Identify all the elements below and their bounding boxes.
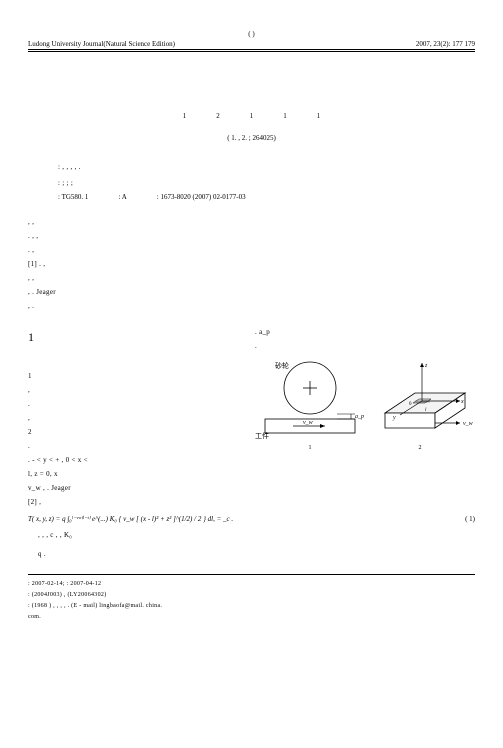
equation-number: ( 1) (465, 515, 475, 523)
svg-text:x: x (460, 399, 464, 405)
right-col-text: . a_p . (255, 325, 475, 353)
svg-text:y: y (392, 415, 396, 421)
journal-right: 2007, 23(2): 177 179 (416, 40, 475, 48)
equation-body: T( x, y, z) = q ∫₀ˡ⁻ᵛʷ⁽ˡ⁻ᵗ⁾ e^(...) K₀ {… (28, 515, 233, 523)
figure-1: a_p v_w 砂轮 工件 (255, 353, 365, 443)
figure-2: z x y 0 v_w l (375, 353, 475, 443)
equation-1: T( x, y, z) = q ∫₀ˡ⁻ᵛʷ⁽ˡ⁻ᵗ⁾ e^(...) K₀ {… (28, 515, 475, 523)
abstract: : , , , , . (58, 162, 445, 173)
fig-1-caption: 1 (309, 445, 312, 451)
footnote-received: : 2007-02-14; : 2007-04-12 (28, 579, 475, 590)
footnotes: : 2007-02-14; : 2007-04-12 : (2004J003) … (28, 579, 475, 622)
figure-captions: 1 2 (255, 445, 475, 451)
footnote-author: : (1968 ) , , , , . (E - mail) lingbaofa… (28, 601, 475, 612)
affiliation: ( 1. , 2. ; 264025) (28, 134, 475, 142)
svg-text:z: z (424, 363, 428, 369)
article-number: : 1673-8020 (2007) 02-0177-03 (157, 193, 246, 201)
q-line: q . (38, 548, 475, 561)
figures: a_p v_w 砂轮 工件 (255, 353, 475, 443)
left-col-text: 1 , . , 2 . . - < y < + , 0 < x < l, z =… (28, 369, 241, 509)
doc-code: : A (118, 193, 126, 201)
svg-text:v_w: v_w (463, 421, 473, 427)
svg-text:a_p: a_p (355, 414, 364, 420)
classification-row: : TG580. 1 : A : 1673-8020 (2007) 02-017… (58, 193, 475, 201)
footnote-com: com. (28, 612, 475, 623)
section-1-heading: 1 (28, 325, 241, 349)
author-superscripts: 1 2 1 1 1 (28, 112, 475, 120)
class-label: : TG580. 1 (58, 193, 88, 201)
equation-description: , , , c , , K₀ (38, 529, 475, 542)
header-paren: ( ) (28, 30, 475, 38)
fig-2-caption: 2 (419, 445, 422, 451)
footnote-fund: : (2004J003) , (LY20064302) (28, 590, 475, 601)
journal-left: Ludong University Journal(Natural Scienc… (28, 40, 175, 48)
keywords: : ; ; ; (58, 179, 445, 187)
svg-text:v_w: v_w (303, 420, 313, 426)
svg-text:砂轮: 砂轮 (275, 361, 289, 370)
svg-text:工件: 工件 (255, 431, 269, 440)
intro-paragraph: , , . , , . , [1] . (28, 215, 475, 313)
journal-header: Ludong University Journal(Natural Scienc… (28, 40, 475, 50)
